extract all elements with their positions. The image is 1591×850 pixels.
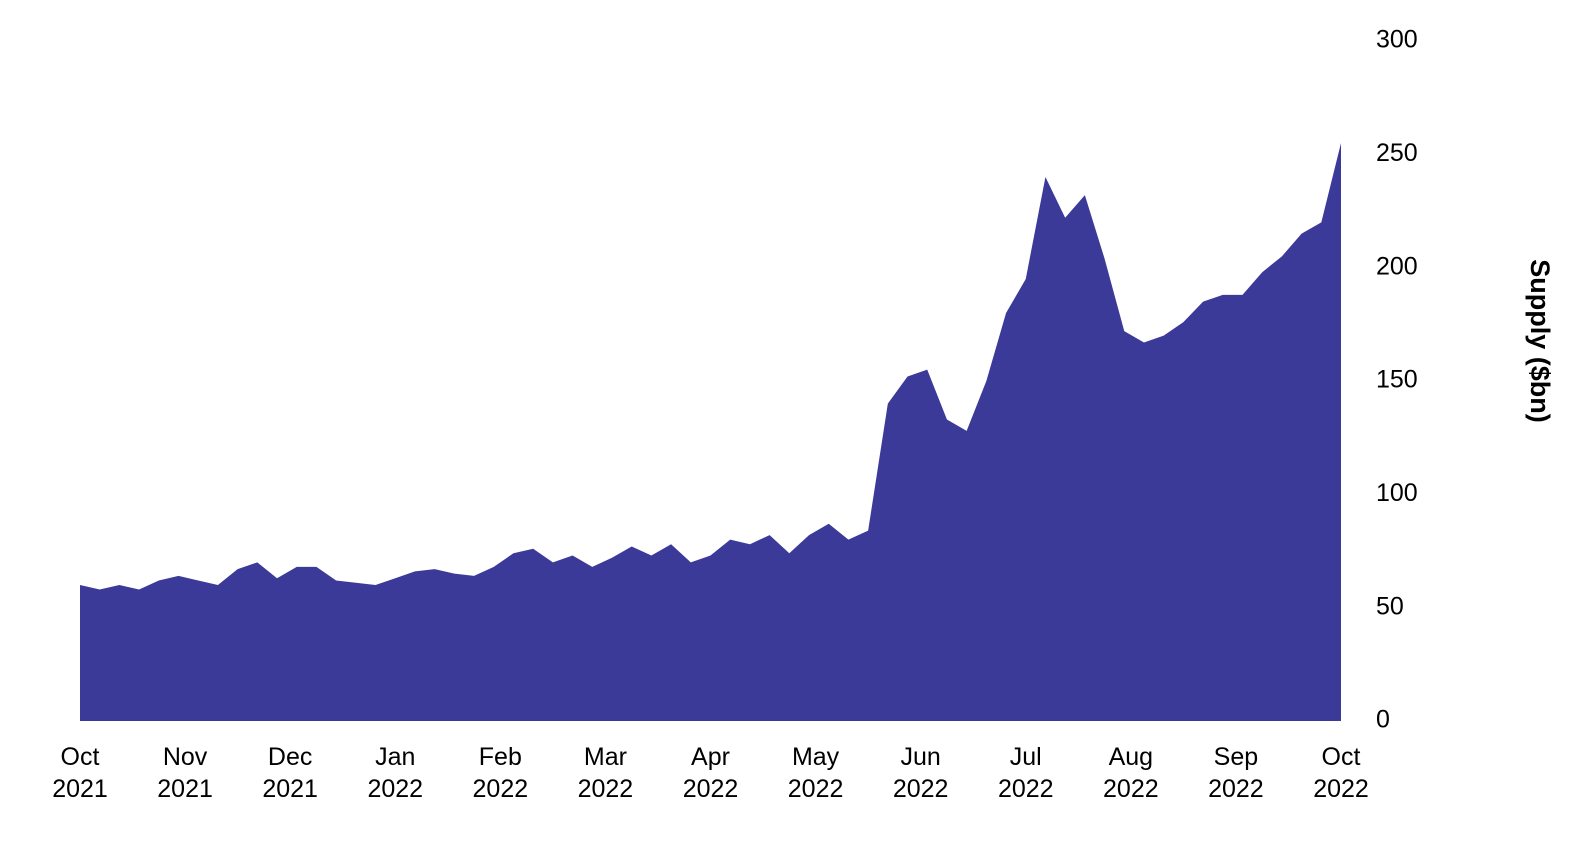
y-tick-label: 150: [1376, 366, 1418, 394]
y-tick-label: 0: [1376, 706, 1390, 734]
chart-container: 0 50 100 150 200 250 300 Supply ($bn) Oct2021 Nov…: [0, 0, 1591, 850]
x-tick-label: Jun2022: [893, 743, 949, 803]
y-tick-label: 300: [1376, 26, 1418, 54]
area-chart: 0 50 100 150 200 250 300 Supply ($bn) Oct2021 Nov…: [0, 0, 1591, 850]
y-tick-label: 100: [1376, 479, 1418, 507]
y-tick-label: 200: [1376, 252, 1418, 280]
x-tick-label: Jul2022: [998, 743, 1054, 803]
x-tick-label: Sep2022: [1208, 743, 1264, 803]
x-tick-label: Nov2021: [157, 743, 213, 803]
x-tick-label: Mar2022: [578, 743, 634, 803]
x-tick-label: Dec2021: [262, 743, 318, 803]
x-tick-label: Apr2022: [683, 743, 739, 803]
x-tick-label: May2022: [788, 743, 844, 803]
x-tick-label: Feb2022: [473, 743, 529, 803]
y-tick-label: 250: [1376, 139, 1418, 167]
x-tick-label: Jan2022: [367, 743, 423, 803]
x-tick-label: Aug2022: [1103, 743, 1159, 803]
x-tick-label: Oct2022: [1313, 743, 1369, 803]
y-tick-label: 50: [1376, 592, 1404, 620]
area-series: [80, 143, 1341, 721]
x-tick-label: Oct2021: [52, 743, 108, 803]
y-axis-title: Supply ($bn): [1525, 259, 1555, 423]
